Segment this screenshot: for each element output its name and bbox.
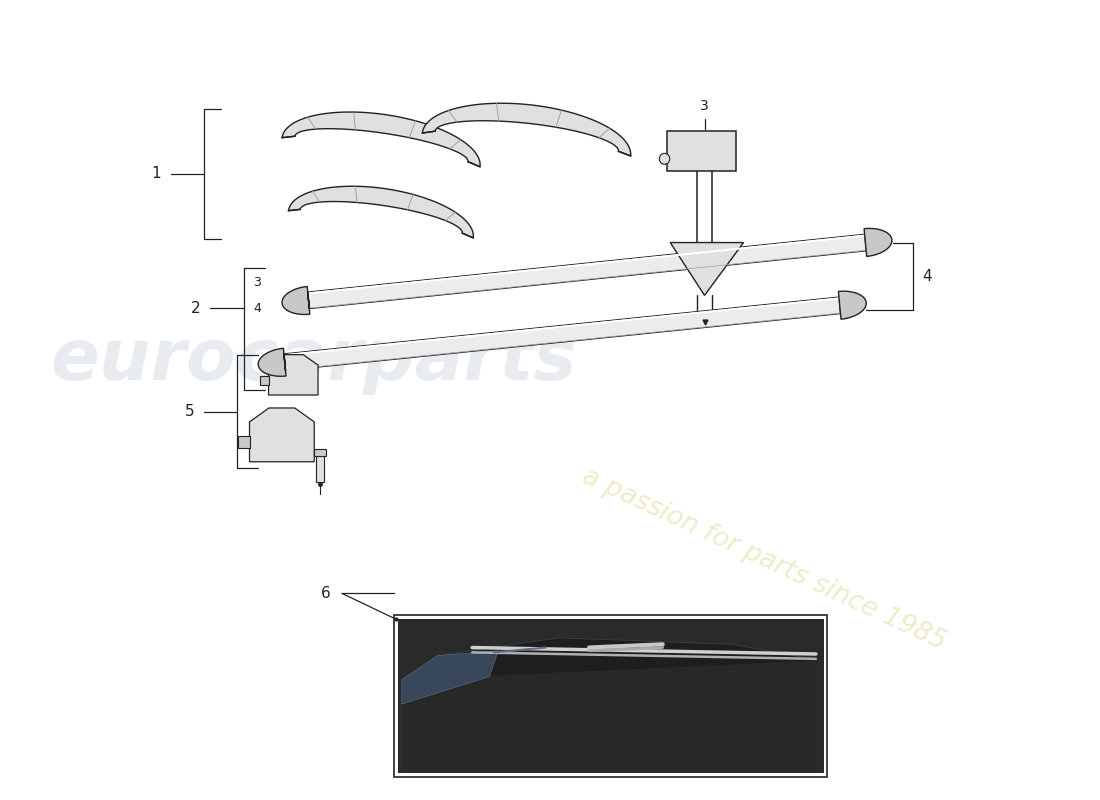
Polygon shape	[284, 297, 840, 370]
Text: 1: 1	[152, 166, 161, 182]
Polygon shape	[865, 228, 892, 257]
Polygon shape	[308, 234, 866, 309]
FancyBboxPatch shape	[398, 619, 824, 773]
Text: 5: 5	[185, 405, 195, 419]
Text: 4: 4	[923, 269, 932, 284]
Bar	[315, 449, 326, 456]
Bar	[316, 456, 323, 482]
Text: a passion for parts since 1985: a passion for parts since 1985	[578, 463, 949, 655]
Text: 6: 6	[321, 586, 330, 601]
FancyBboxPatch shape	[668, 131, 736, 170]
Polygon shape	[402, 638, 820, 770]
FancyBboxPatch shape	[394, 615, 827, 777]
Polygon shape	[260, 375, 268, 385]
Polygon shape	[402, 650, 498, 704]
Text: 2: 2	[191, 301, 201, 316]
Text: eurocarparts: eurocarparts	[50, 326, 576, 394]
Polygon shape	[288, 186, 473, 238]
Polygon shape	[402, 661, 820, 770]
Polygon shape	[422, 103, 630, 156]
Polygon shape	[238, 436, 250, 448]
Text: 3: 3	[700, 99, 708, 113]
Polygon shape	[838, 291, 867, 319]
Polygon shape	[268, 354, 318, 395]
Circle shape	[659, 154, 670, 164]
Text: 4: 4	[253, 302, 261, 315]
Text: 3: 3	[253, 276, 261, 289]
Polygon shape	[258, 348, 286, 376]
Polygon shape	[670, 242, 744, 295]
Polygon shape	[282, 286, 310, 314]
Polygon shape	[282, 112, 480, 167]
Polygon shape	[250, 408, 315, 462]
